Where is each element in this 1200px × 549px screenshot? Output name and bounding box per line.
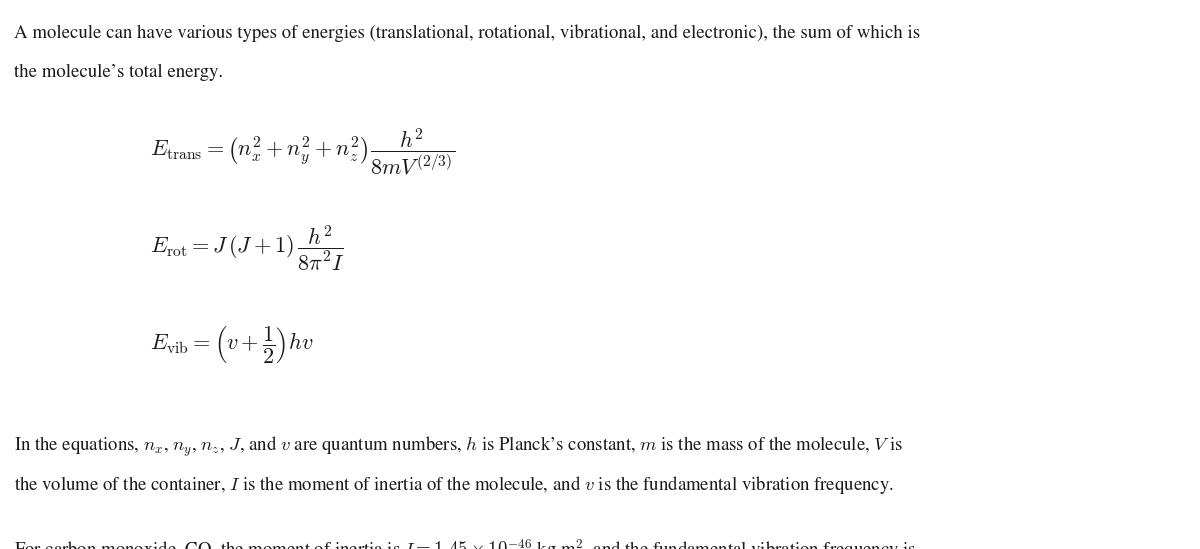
Text: the volume of the container, $I$ is the moment of inertia of the molecule, and $: the volume of the container, $I$ is the …	[14, 474, 894, 496]
Text: A molecule can have various types of energies (translational, rotational, vibrat: A molecule can have various types of ene…	[14, 25, 920, 42]
Text: the molecule’s total energy.: the molecule’s total energy.	[14, 64, 223, 81]
Text: $E_\mathrm{trans} = \left(n_x^2 + n_y^2 + n_z^2\right) \dfrac{h^2}{8mV^{(2/3)}}$: $E_\mathrm{trans} = \left(n_x^2 + n_y^2 …	[150, 126, 455, 178]
Text: In the equations, $n_x$, $n_y$, $n_z$, $J$, and $v$ are quantum numbers, $h$ is : In the equations, $n_x$, $n_y$, $n_z$, $…	[14, 435, 904, 459]
Text: $E_\mathrm{vib} = \left(v + \dfrac{1}{2}\right) hv$: $E_\mathrm{vib} = \left(v + \dfrac{1}{2}…	[150, 324, 313, 365]
Text: $E_\mathrm{rot} = J\,(J + 1)\,\dfrac{h^2}{8\pi^2 I}$: $E_\mathrm{rot} = J\,(J + 1)\,\dfrac{h^2…	[150, 223, 346, 273]
Text: For carbon monoxide, CO, the moment of inertia is $I = 1.45 \times 10^{-46}$ kg·: For carbon monoxide, CO, the moment of i…	[14, 537, 917, 549]
